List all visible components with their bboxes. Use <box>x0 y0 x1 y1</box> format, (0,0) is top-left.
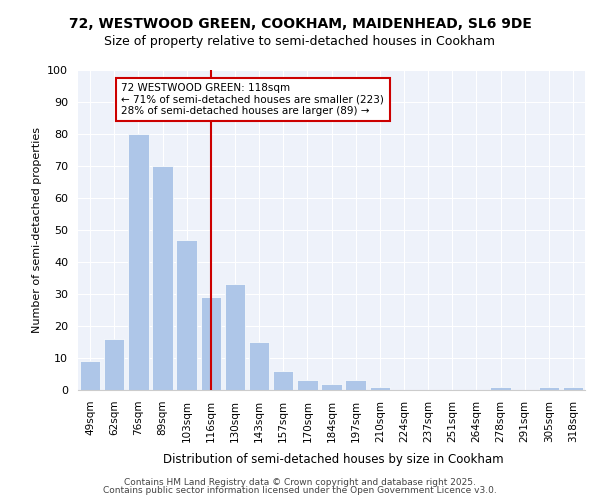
Text: Contains HM Land Registry data © Crown copyright and database right 2025.: Contains HM Land Registry data © Crown c… <box>124 478 476 487</box>
Y-axis label: Number of semi-detached properties: Number of semi-detached properties <box>32 127 42 333</box>
Bar <box>249 342 269 390</box>
Text: Distribution of semi-detached houses by size in Cookham: Distribution of semi-detached houses by … <box>163 453 503 466</box>
Bar <box>490 387 511 390</box>
Text: 72 WESTWOOD GREEN: 118sqm
← 71% of semi-detached houses are smaller (223)
28% of: 72 WESTWOOD GREEN: 118sqm ← 71% of semi-… <box>121 83 385 116</box>
Bar <box>273 371 293 390</box>
Bar <box>128 134 149 390</box>
Text: Contains public sector information licensed under the Open Government Licence v3: Contains public sector information licen… <box>103 486 497 495</box>
Bar <box>200 297 221 390</box>
Bar <box>539 387 559 390</box>
Bar <box>563 387 583 390</box>
Bar <box>297 380 317 390</box>
Bar <box>152 166 173 390</box>
Bar <box>346 380 366 390</box>
Bar <box>176 240 197 390</box>
Bar <box>80 361 100 390</box>
Text: Size of property relative to semi-detached houses in Cookham: Size of property relative to semi-detach… <box>104 35 496 48</box>
Bar <box>370 387 390 390</box>
Bar <box>224 284 245 390</box>
Text: 72, WESTWOOD GREEN, COOKHAM, MAIDENHEAD, SL6 9DE: 72, WESTWOOD GREEN, COOKHAM, MAIDENHEAD,… <box>68 18 532 32</box>
Bar <box>104 339 124 390</box>
Bar <box>321 384 342 390</box>
